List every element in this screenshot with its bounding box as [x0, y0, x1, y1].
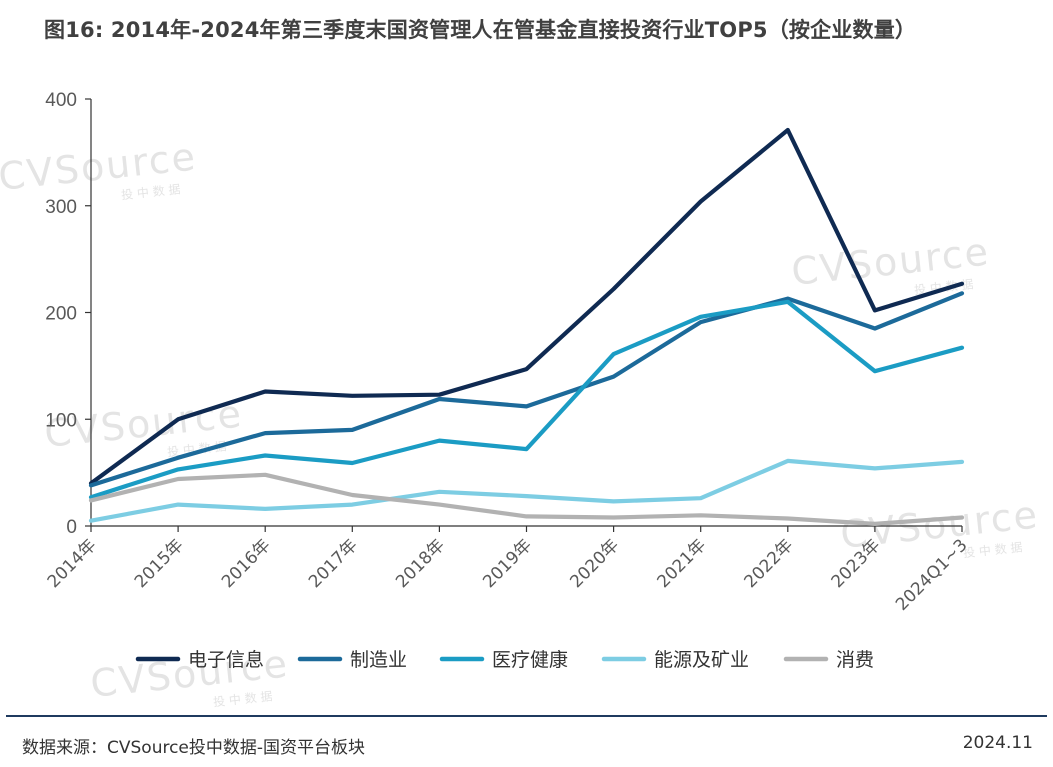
watermark-sub: 投 中 数 据	[120, 181, 181, 202]
chart-series-layer	[88, 127, 965, 527]
series-line-2	[88, 291, 965, 488]
x-tick-label: 2020年	[566, 535, 623, 592]
watermark-sub: 投 中 数 据	[962, 539, 1023, 560]
series-line-3	[88, 299, 965, 500]
x-tick-label: 2019年	[479, 535, 536, 592]
y-tick-label: 100	[45, 410, 77, 431]
data-source-note: 数据来源：CVSource投中数据-国资平台板块	[22, 738, 366, 758]
legend-label-5: 消费	[836, 649, 874, 671]
y-tick-label: 200	[45, 304, 77, 325]
line-chart: CVSource投 中 数 据 CVSource投 中 数 据 CVSource投 …	[0, 90, 1041, 709]
watermark-1: CVSource投 中 数 据	[0, 134, 199, 202]
x-tick-label: 2015年	[131, 535, 188, 592]
chart-legend: 电子信息 制造业 医疗健康 能源及矿业 消费	[135, 649, 874, 671]
x-tick-label: 2014年	[44, 535, 101, 592]
footer-divider	[6, 715, 1047, 717]
legend-label-3: 医疗健康	[492, 649, 568, 671]
legend-label-4: 能源及矿业	[654, 649, 749, 671]
y-tick-label: 300	[45, 197, 77, 218]
watermark-3: CVSource投 中 数 据	[42, 391, 245, 459]
legend-label-2: 制造业	[350, 649, 407, 671]
x-tick-label: 2022年	[741, 535, 798, 592]
watermark-sub: 投 中 数 据	[166, 438, 227, 459]
chart-title: 图16: 2014年-2024年第三季度末国资管理人在管基金直接投资行业TOP5…	[44, 18, 917, 42]
y-tick-label: 0	[66, 517, 77, 538]
watermark-sub: 投 中 数 据	[212, 688, 273, 709]
series-line-5	[88, 472, 965, 527]
x-tick-label: 2018年	[392, 535, 449, 592]
x-tick-label: 2017年	[305, 535, 362, 592]
series-line-1	[88, 127, 965, 486]
legend-label-1: 电子信息	[188, 649, 264, 671]
x-tick-label: 2021年	[653, 535, 710, 592]
x-tick-label: 2016年	[218, 535, 275, 592]
watermark-layer: CVSource投 中 数 据 CVSource投 中 数 据 CVSource投 …	[0, 134, 1041, 709]
y-tick-label: 400	[45, 90, 77, 111]
report-date: 2024.11	[962, 733, 1033, 753]
watermark-2: CVSource投 中 数 据	[789, 229, 992, 297]
series-line-4	[88, 458, 965, 523]
